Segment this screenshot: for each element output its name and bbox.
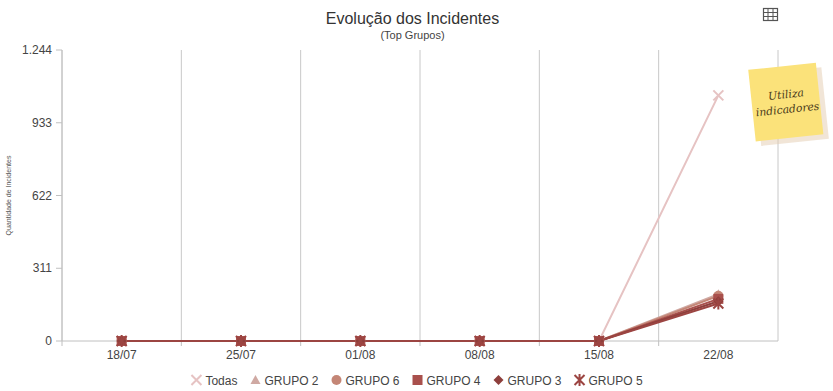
grid-line (658, 50, 659, 341)
legend-label: GRUPO 6 (345, 374, 399, 388)
x-tick-label: 25/07 (226, 348, 256, 362)
grid-line (420, 50, 421, 341)
annotation: Utilizaindicadores (754, 85, 821, 120)
legend-item: GRUPO 2 (250, 374, 318, 388)
x-tick (658, 341, 659, 346)
x-tick-label: 08/08 (465, 348, 495, 362)
legend-item: GRUPO 5 (575, 374, 643, 388)
point (117, 336, 127, 346)
icon-frame (764, 9, 778, 21)
point (355, 336, 365, 346)
legend-marker (575, 374, 585, 386)
note-paper (748, 63, 823, 142)
series-line (122, 301, 719, 341)
series-line (122, 299, 719, 341)
point (713, 298, 723, 310)
x-tick-label: 01/08 (345, 348, 375, 362)
plot-area (117, 90, 724, 347)
point (713, 90, 723, 100)
point (475, 336, 485, 346)
grid-line (300, 50, 301, 341)
point (236, 336, 246, 346)
grid-line (181, 50, 182, 341)
series-line (122, 304, 719, 341)
legend-item: GRUPO 4 (413, 374, 481, 388)
y-tick (56, 122, 62, 123)
point (117, 335, 127, 347)
legend-marker (191, 375, 201, 385)
legend-marker (494, 375, 504, 385)
legend-label: GRUPO 4 (427, 374, 481, 388)
x-tick (62, 341, 63, 346)
x-tick-label: 15/08 (584, 348, 614, 362)
series-line (122, 296, 719, 341)
point (594, 336, 604, 346)
y-axis-label: Quantidade de Incidentes (5, 155, 13, 235)
point (355, 336, 365, 346)
point (236, 336, 246, 346)
x-tick-label: 18/07 (107, 348, 137, 362)
point (594, 336, 604, 346)
point (117, 336, 127, 346)
icon-lines (764, 9, 778, 21)
x-tick-label: 22/08 (703, 348, 733, 362)
title: Evolução dos Incidentes (326, 10, 499, 27)
point (355, 336, 365, 346)
y-tick (56, 268, 62, 269)
table-icon (764, 9, 778, 21)
y-tick (56, 341, 62, 342)
legend-label: GRUPO 2 (264, 374, 318, 388)
legend: Todas GRUPO 2 GRUPO 6 GRUPO 4 GRUPO 3 GRUPO 5 (191, 374, 642, 388)
point (594, 336, 604, 346)
legend-marker (413, 375, 423, 385)
subtitle: (Top Grupos) (380, 29, 444, 41)
point (594, 335, 604, 347)
point (236, 335, 246, 347)
point (236, 336, 246, 346)
legend-marker (250, 375, 260, 384)
annotation-line: indicadores (755, 100, 820, 120)
point (355, 336, 365, 346)
chart: Evolução dos Incidentes (Top Grupos) 0 311 6… (0, 0, 833, 391)
y-tick-label: 311 (33, 261, 52, 275)
y-tick (56, 195, 62, 196)
point (475, 335, 485, 347)
legend-marker (331, 375, 341, 385)
series-line (122, 95, 719, 341)
legend-label: Todas (205, 374, 237, 388)
legend-item: GRUPO 3 (494, 374, 562, 388)
sticky-note: Utilizaindicadores (748, 62, 829, 146)
y-tick-label: 622 (32, 189, 52, 203)
point (594, 336, 604, 346)
legend-item: Todas (191, 374, 237, 388)
point (236, 336, 246, 346)
legend-item: GRUPO 6 (331, 374, 399, 388)
legend-label: GRUPO 3 (508, 374, 562, 388)
series-line (122, 294, 719, 341)
point (355, 335, 365, 347)
legend-label: GRUPO 5 (589, 374, 643, 388)
point (475, 336, 485, 346)
grid-line (539, 50, 540, 341)
y-tick-label: 0 (45, 334, 52, 348)
point (117, 336, 127, 346)
y-tick-label: 933 (32, 116, 52, 130)
annotation-line: Utiliza (767, 86, 804, 103)
y-tick-label: 1.244 (22, 43, 52, 57)
y-tick (56, 50, 62, 51)
point (475, 336, 485, 346)
point (475, 336, 485, 346)
point (117, 336, 127, 346)
